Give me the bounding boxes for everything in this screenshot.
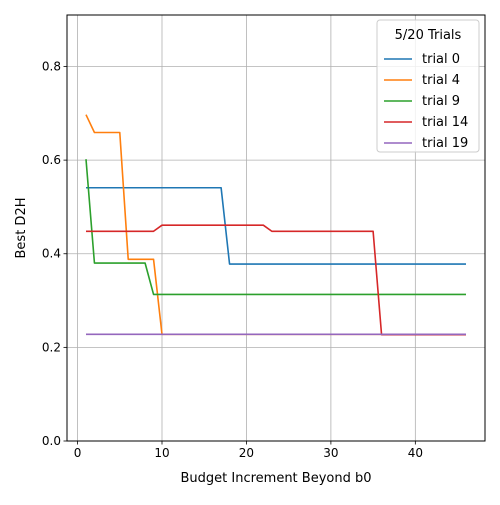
y-tick-label: 0.4 bbox=[42, 247, 61, 261]
legend-label: trial 19 bbox=[422, 136, 468, 151]
series-line-trial-0 bbox=[86, 186, 466, 265]
x-tick-label: 20 bbox=[239, 446, 254, 460]
legend-label: trial 0 bbox=[422, 52, 460, 67]
y-tick-label: 0.8 bbox=[42, 59, 61, 73]
x-tick-label: 30 bbox=[323, 446, 338, 460]
x-axis-label: Budget Increment Beyond b0 bbox=[180, 471, 371, 486]
y-axis-label: Best D2H bbox=[14, 198, 29, 259]
x-tick-label: 40 bbox=[408, 446, 423, 460]
y-tick-label: 0.0 bbox=[42, 434, 61, 448]
series-lines bbox=[85, 114, 466, 336]
y-tick-label: 0.6 bbox=[42, 153, 61, 167]
x-tick-label: 0 bbox=[74, 446, 82, 460]
series-line-trial-9 bbox=[85, 159, 466, 296]
x-tick-label: 10 bbox=[154, 446, 169, 460]
tick-marks: 0 10 20 30 40 0.0 0.2 0.4 0.6 0.8 bbox=[42, 59, 423, 460]
y-tick-label: 0.2 bbox=[42, 340, 61, 354]
legend-label: trial 4 bbox=[422, 73, 460, 88]
legend-box bbox=[376, 19, 480, 153]
series-line-trial-14 bbox=[86, 224, 466, 336]
legend-entries: trial 0 trial 4 trial 9 trial 14 trial 19 bbox=[384, 52, 468, 151]
axes-frame bbox=[66, 14, 486, 442]
legend-label: trial 14 bbox=[422, 115, 468, 130]
legend-title: 5/20 Trials bbox=[395, 28, 462, 43]
legend: 5/20 Trials trial 0 trial 4 trial 9 trial 1… bbox=[376, 19, 480, 153]
legend-label: trial 9 bbox=[422, 94, 460, 109]
